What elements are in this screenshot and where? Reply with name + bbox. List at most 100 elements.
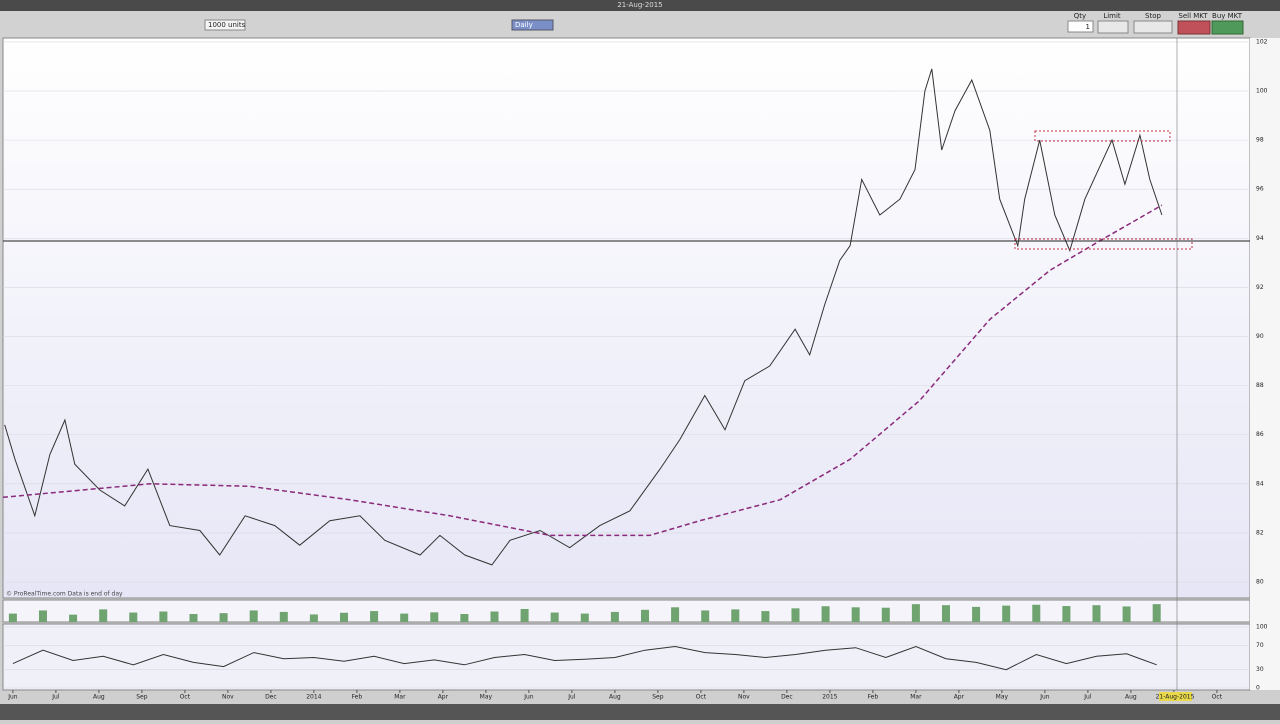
- volume-bar: [99, 609, 108, 622]
- support-zone: [1014, 238, 1193, 250]
- price-line: [2, 204, 1163, 537]
- volume-bar: [339, 612, 348, 622]
- x-tick-label: Feb: [868, 694, 879, 701]
- qty-label: Qty: [1074, 12, 1086, 20]
- cursor-date-box: [1159, 692, 1192, 701]
- x-tick-label: May: [480, 694, 493, 701]
- volume-bar: [69, 614, 78, 622]
- rsi-panel: [2, 623, 1251, 691]
- x-tick-label: Dec: [265, 694, 277, 701]
- units-select[interactable]: [204, 19, 246, 31]
- y-tick-label: 100: [1256, 624, 1268, 631]
- x-tick-label: Mar: [394, 694, 406, 701]
- x-tick-label: Jun: [7, 694, 18, 701]
- y-tick-label: 70: [1256, 642, 1264, 649]
- x-tick-label: Nov: [738, 694, 750, 701]
- volume-bar: [309, 614, 318, 622]
- x-tick-label: Jun: [1039, 694, 1050, 701]
- period-select[interactable]: [511, 19, 554, 31]
- volume-bar: [520, 608, 529, 622]
- x-tick-label: Mar: [910, 694, 922, 701]
- status-bar: [0, 704, 1280, 720]
- x-tick-label: Aug: [609, 694, 621, 701]
- volume-bar: [1092, 605, 1101, 622]
- qty: 1: [1086, 23, 1090, 31]
- volume-bar: [701, 610, 710, 622]
- volume-bar: [821, 606, 830, 622]
- volume-bar: [550, 612, 559, 622]
- x-tick-label: 2015: [822, 694, 837, 701]
- y-tick-label: 30: [1256, 666, 1264, 673]
- volume-bar: [761, 611, 770, 622]
- y-tick-label: 98: [1256, 137, 1264, 144]
- volume-bar: [189, 614, 198, 622]
- qty-input[interactable]: [1067, 20, 1094, 33]
- x-tick-label: Feb: [352, 694, 363, 701]
- units: 1000 units: [208, 21, 246, 29]
- limit-label: Limit: [1103, 12, 1121, 20]
- resistance-zone: [1034, 130, 1171, 142]
- x-tick-label: Dec: [781, 694, 793, 701]
- y-tick-label: 96: [1256, 186, 1264, 193]
- x-tick-label: Oct: [180, 694, 191, 701]
- volume-bar: [610, 611, 619, 622]
- copyright: © ProRealTime.com Data is end of day: [6, 591, 123, 598]
- volume-bar: [430, 612, 439, 622]
- price-panel: [2, 37, 1251, 599]
- y-tick-label: 100: [1256, 88, 1268, 95]
- volume-bar: [1032, 604, 1041, 622]
- x-tick-label: Apr: [438, 694, 449, 701]
- volume-bar: [129, 612, 138, 622]
- volume-bar: [159, 611, 168, 622]
- volume-bar: [279, 611, 288, 622]
- volume-bar: [1152, 604, 1161, 622]
- x-tick-label: Sep: [652, 694, 664, 701]
- y-tick-label: 90: [1256, 333, 1264, 340]
- volume-bar: [731, 609, 740, 622]
- y-tick-label: 88: [1256, 382, 1264, 389]
- y-tick-label: 94: [1256, 235, 1264, 242]
- volume-bar: [1122, 606, 1131, 622]
- volume-bar: [881, 607, 890, 622]
- price-axis: [1250, 38, 1280, 690]
- volume-bar: [249, 610, 258, 622]
- stop-label: Stop: [1145, 12, 1161, 20]
- x-tick-label: Apr: [954, 694, 965, 701]
- x-tick-label: May: [996, 694, 1009, 701]
- volume-bar: [370, 611, 379, 622]
- price-line: [12, 645, 1157, 671]
- volume-bar: [640, 609, 649, 622]
- volume-bar: [38, 610, 47, 622]
- stop-button[interactable]: [1133, 20, 1173, 34]
- volume-bar: [460, 614, 469, 622]
- limit-button[interactable]: [1097, 20, 1129, 34]
- volume-bar: [400, 613, 409, 622]
- y-tick-label: 102: [1256, 38, 1268, 45]
- title-bar: [0, 0, 1280, 11]
- y-tick-label: 0: [1256, 685, 1260, 692]
- volume-bar: [490, 611, 499, 622]
- volume-bar: [911, 604, 920, 622]
- volume-bar: [580, 613, 589, 622]
- cursor-date: 21-Aug-2015: [1156, 694, 1195, 701]
- x-tick-label: Aug: [93, 694, 105, 701]
- buy-label: Buy MKT: [1212, 12, 1243, 20]
- volume-bar: [941, 605, 950, 622]
- volume-bar: [791, 608, 800, 622]
- sell-label: Sell MKT: [1178, 12, 1208, 20]
- window-date: 21-Aug-2015: [617, 1, 662, 9]
- x-tick-label: Sep: [136, 694, 148, 701]
- sell-button[interactable]: [1177, 20, 1211, 35]
- x-tick-label: Jul: [1083, 694, 1092, 701]
- volume-bar: [8, 613, 17, 622]
- y-tick-label: 84: [1256, 480, 1264, 487]
- x-tick-label: Aug: [1125, 694, 1137, 701]
- x-tick-label: Jun: [523, 694, 534, 701]
- volume-bar: [851, 607, 860, 622]
- y-tick-label: 92: [1256, 284, 1264, 291]
- buy-button[interactable]: [1211, 20, 1244, 35]
- volume-bar: [972, 606, 981, 622]
- x-tick-label: 2014: [306, 694, 321, 701]
